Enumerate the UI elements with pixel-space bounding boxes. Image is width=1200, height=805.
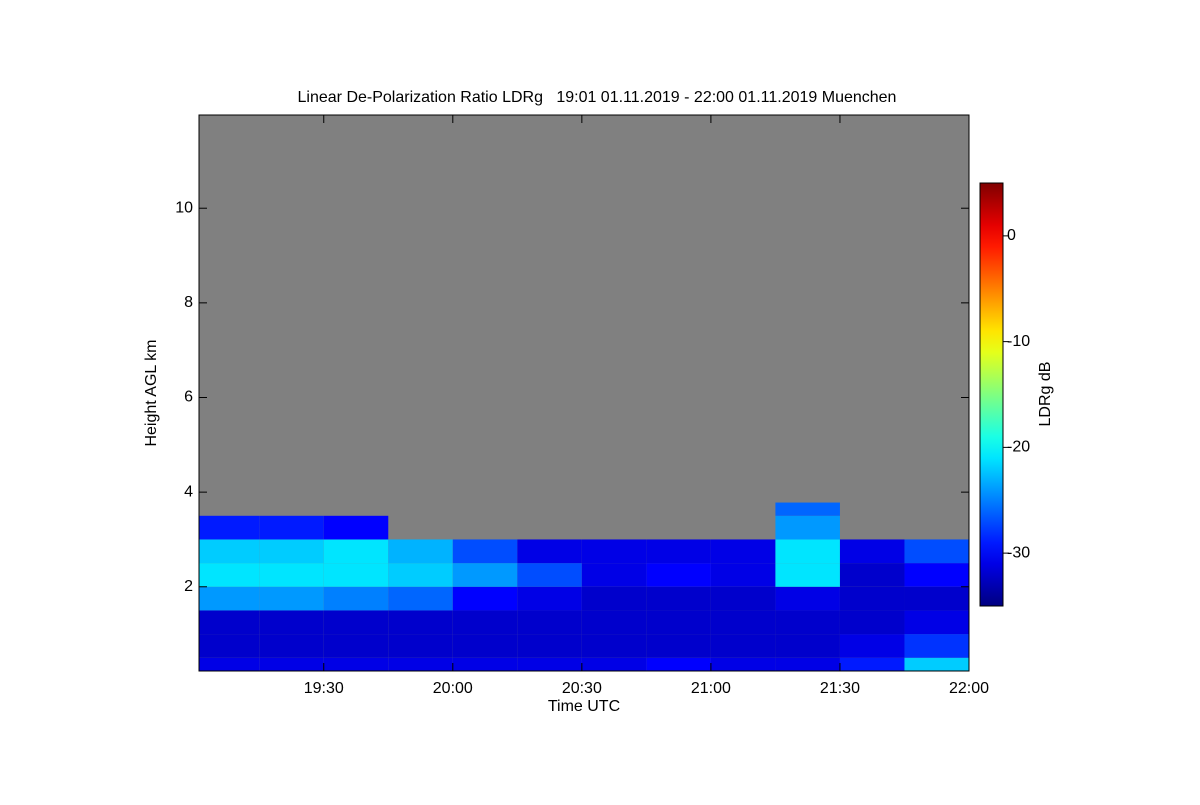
heatmap-cell: [259, 610, 324, 635]
x-tick-label: 20:30: [562, 680, 602, 697]
heatmap-cell: [839, 634, 905, 658]
heatmap-cell: [839, 563, 905, 587]
y-axis-label: Height AGL km: [143, 339, 160, 446]
plot-frame: [198, 114, 970, 672]
y-tick-label: 10: [175, 199, 193, 216]
heatmap-cell: [581, 586, 647, 611]
heatmap-cell: [259, 563, 324, 587]
colorbar-label: LDRg dB: [1037, 362, 1054, 427]
heatmap-cell: [388, 610, 453, 635]
colorbar: [979, 182, 1004, 607]
heatmap-cell: [775, 515, 840, 540]
heatmap-cell: [710, 634, 776, 658]
heatmap-cell: [388, 634, 453, 658]
x-tick-label: 19:30: [304, 680, 344, 697]
heatmap-cell: [775, 634, 840, 658]
heatmap-cell: [452, 634, 518, 658]
y-tick-label: 4: [184, 483, 193, 500]
heatmap-cell: [775, 610, 840, 635]
heatmap-cell: [259, 657, 324, 671]
heatmap-cell: [452, 539, 518, 564]
heatmap-cell: [323, 657, 389, 671]
heatmap-cell: [388, 657, 453, 671]
heatmap-cell: [388, 563, 453, 587]
heatmap-cell: [517, 610, 582, 635]
heatmap-cell: [646, 657, 711, 671]
heatmap-cell: [517, 563, 582, 587]
heatmap-cell: [710, 610, 776, 635]
heatmap-cell: [775, 563, 840, 587]
heatmap-cell: [775, 539, 840, 564]
colorbar-tick-label: -10: [1007, 333, 1030, 350]
heatmap-cell: [710, 563, 776, 587]
heatmap-cell: [646, 539, 711, 564]
heatmap-cell: [904, 563, 969, 587]
heatmap-cell: [388, 586, 453, 611]
heatmap-cell: [904, 586, 969, 611]
heatmap-cell: [581, 657, 647, 671]
heatmap-cell: [581, 610, 647, 635]
heatmap-cell: [517, 634, 582, 658]
heatmap-cell: [839, 610, 905, 635]
heatmap-cell: [775, 657, 840, 671]
heatmap-cell: [710, 657, 776, 671]
heatmap-cell: [904, 539, 969, 564]
heatmap-cell: [452, 586, 518, 611]
heatmap-cell: [581, 539, 647, 564]
heatmap-cell: [323, 610, 389, 635]
heatmap-cell: [646, 563, 711, 587]
heatmap-cell: [388, 539, 453, 564]
heatmap-cell: [646, 586, 711, 611]
heatmap-cell: [517, 657, 582, 671]
heatmap-cell: [199, 634, 260, 658]
heatmap-cell: [517, 539, 582, 564]
heatmap-cell: [904, 634, 969, 658]
x-tick-label: 21:30: [820, 680, 860, 697]
heatmap-cell: [452, 610, 518, 635]
heatmap-cell: [259, 515, 324, 540]
heatmap-cell: [323, 586, 389, 611]
heatmap-cell: [199, 539, 260, 564]
heatmap-cell: [259, 539, 324, 564]
heatmap-cell: [199, 515, 260, 540]
heatmap-cell: [323, 634, 389, 658]
heatmap-cell: [646, 610, 711, 635]
heatmap-cell: [646, 634, 711, 658]
heatmap-cell: [839, 657, 905, 671]
heatmap-cell: [904, 657, 969, 671]
heatmap-cell: [775, 502, 840, 516]
y-tick-label: 2: [184, 578, 193, 595]
heatmap-cell: [259, 634, 324, 658]
chart-title: Linear De-Polarization Ratio LDRg 19:01 …: [298, 89, 897, 106]
heatmap-cell: [710, 539, 776, 564]
heatmap-cell: [710, 586, 776, 611]
heatmap-cell: [452, 657, 518, 671]
heatmap-cell: [581, 634, 647, 658]
heatmap-cell: [199, 657, 260, 671]
y-tick-label: 6: [184, 389, 193, 406]
colorbar-tick-label: -30: [1007, 544, 1030, 561]
heatmap-cell: [517, 586, 582, 611]
heatmap-cell: [323, 563, 389, 587]
heatmap-cell: [323, 515, 389, 540]
heatmap-cell: [323, 539, 389, 564]
heatmap-cell: [452, 563, 518, 587]
x-axis-label: Time UTC: [548, 698, 620, 715]
heatmap-cell: [839, 539, 905, 564]
heatmap-cell: [199, 563, 260, 587]
colorbar-tick-label: 0: [1007, 227, 1016, 244]
heatmap-cell: [839, 586, 905, 611]
x-tick-label: 21:00: [691, 680, 731, 697]
colorbar-tick-label: -20: [1007, 439, 1030, 456]
x-tick-label: 22:00: [949, 680, 989, 697]
heatmap-cell: [904, 610, 969, 635]
x-tick-label: 20:00: [433, 680, 473, 697]
heatmap-cell: [581, 563, 647, 587]
heatmap-cell: [199, 610, 260, 635]
heatmap-cell: [775, 586, 840, 611]
y-tick-label: 8: [184, 294, 193, 311]
heatmap-cell: [259, 586, 324, 611]
heatmap-cell: [199, 586, 260, 611]
